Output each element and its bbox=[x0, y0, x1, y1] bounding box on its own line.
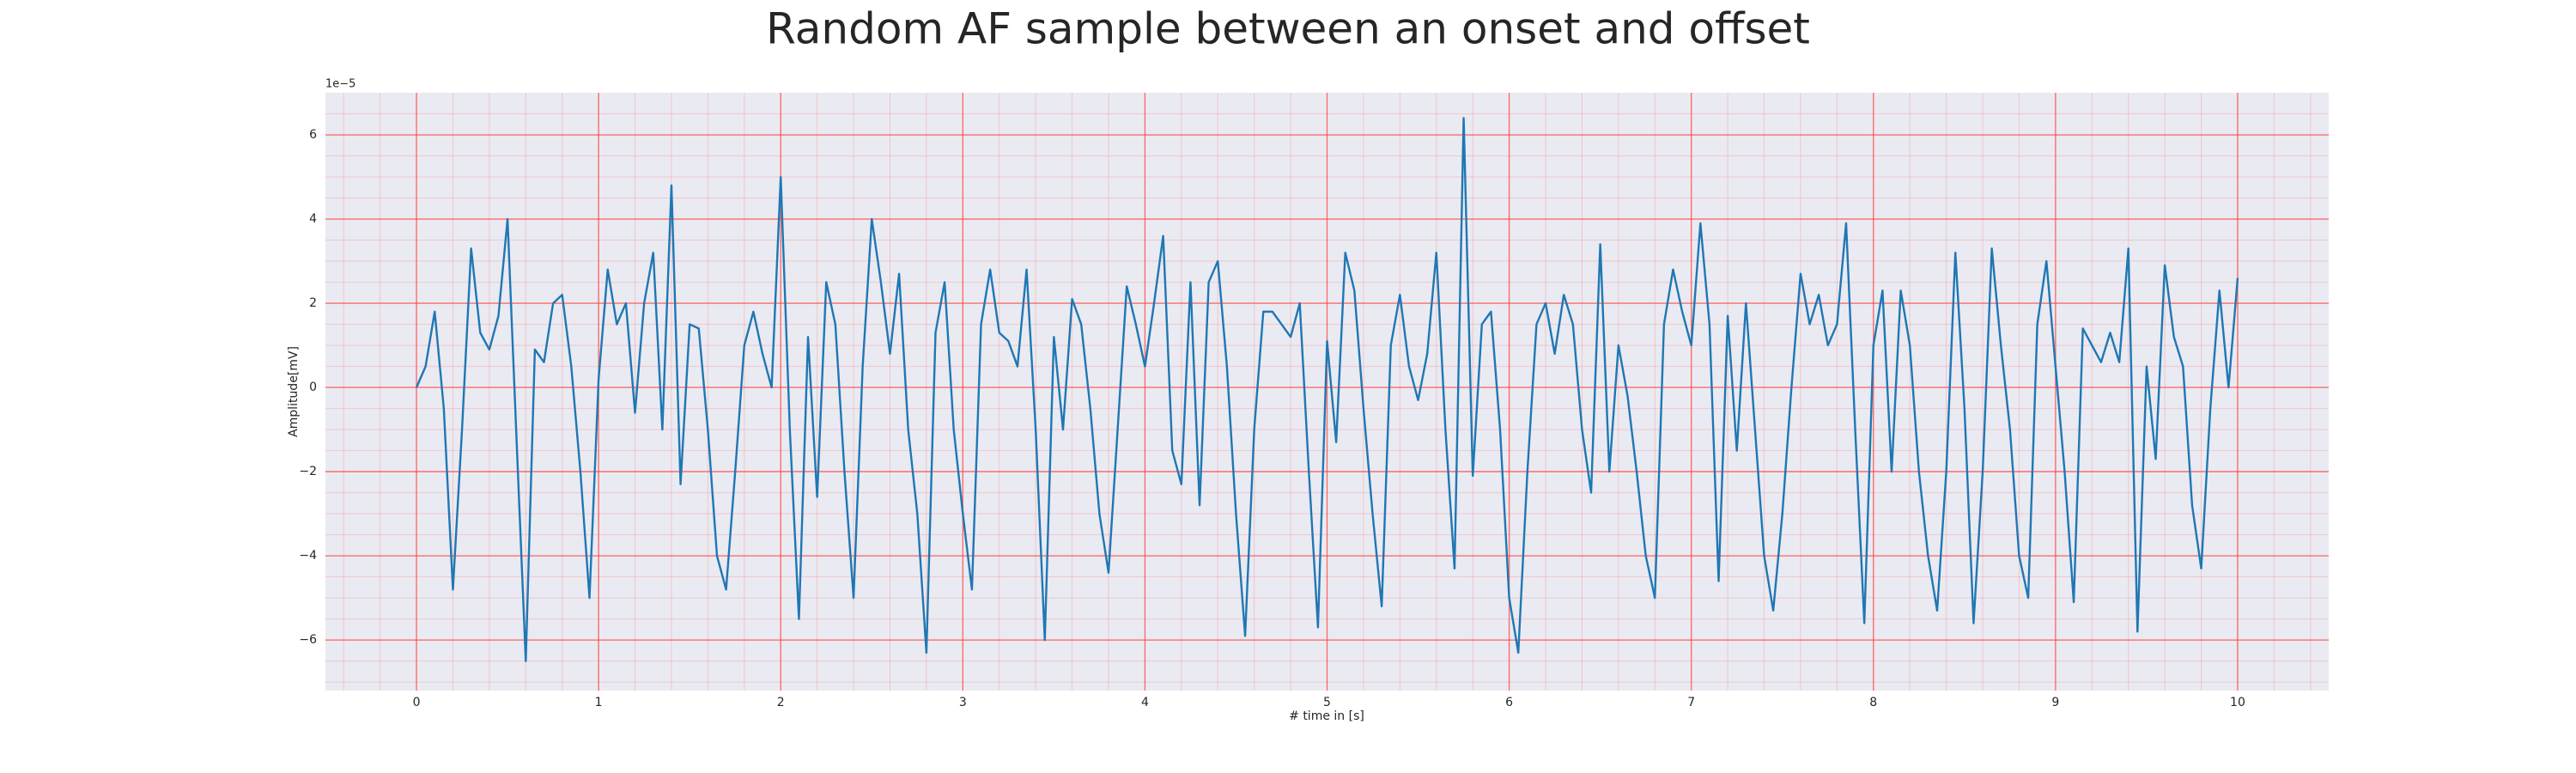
x-tick-label: 7 bbox=[1687, 696, 1695, 709]
x-tick-label: 9 bbox=[2051, 696, 2059, 709]
y-offset-label: 1e−5 bbox=[325, 78, 355, 91]
x-tick-label: 1 bbox=[595, 696, 603, 709]
x-tick-label: 8 bbox=[1869, 696, 1877, 709]
x-tick-label: 10 bbox=[2230, 696, 2245, 709]
x-tick-label: 6 bbox=[1505, 696, 1513, 709]
y-tick-label: 6 bbox=[309, 128, 317, 142]
y-tick-label: 2 bbox=[309, 296, 317, 310]
x-tick-label: 2 bbox=[777, 696, 785, 709]
y-tick-label: −6 bbox=[299, 633, 317, 647]
chart-title: Random AF sample between an onset and of… bbox=[766, 4, 1810, 54]
y-tick-label: −2 bbox=[299, 465, 317, 478]
y-tick-label: −4 bbox=[299, 549, 317, 563]
y-tick-label: 4 bbox=[309, 212, 317, 226]
y-tick-label: 0 bbox=[309, 380, 317, 394]
x-tick-label: 3 bbox=[959, 696, 967, 709]
x-tick-label: 5 bbox=[1323, 696, 1331, 709]
x-tick-label: 0 bbox=[413, 696, 421, 709]
y-axis-label: Amplitude[mV] bbox=[287, 346, 301, 437]
x-tick-label: 4 bbox=[1141, 696, 1149, 709]
x-axis-label: # time in [s] bbox=[1289, 709, 1364, 723]
signal-line bbox=[415, 117, 2239, 662]
